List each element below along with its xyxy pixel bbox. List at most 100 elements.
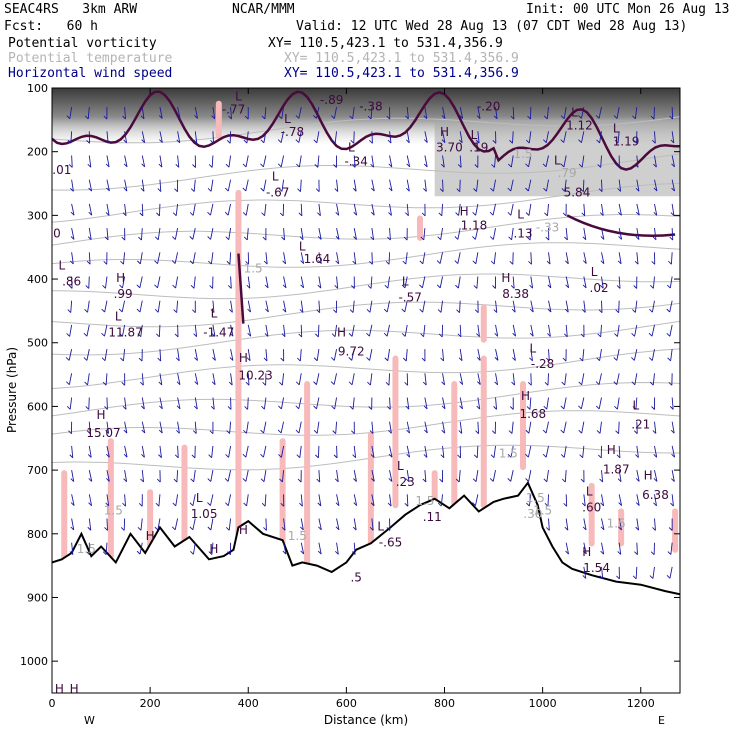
wind-arrow bbox=[583, 203, 586, 216]
wind-arrow bbox=[299, 349, 302, 362]
wind-arrow bbox=[247, 349, 251, 361]
wind-arrow bbox=[157, 252, 161, 264]
wind-arrow bbox=[406, 421, 411, 434]
wind-arrow-head bbox=[406, 163, 410, 168]
field-annotation: 1.18 bbox=[461, 218, 488, 232]
wind-arrow bbox=[492, 203, 496, 216]
wind-arrow bbox=[406, 131, 410, 143]
wind-arrow bbox=[263, 397, 267, 410]
field-annotation: L bbox=[529, 341, 536, 355]
wind-arrow-head bbox=[564, 526, 569, 531]
wind-arrow bbox=[174, 228, 179, 240]
theta-contour bbox=[52, 242, 680, 268]
wind-arrow bbox=[229, 252, 232, 265]
wind-arrow bbox=[141, 445, 145, 458]
wind-arrow-head bbox=[616, 285, 621, 289]
wind-arrow bbox=[282, 470, 285, 483]
wind-arrow-head bbox=[260, 187, 265, 192]
wind-arrow-head bbox=[212, 357, 216, 361]
wind-arrow-head bbox=[260, 478, 265, 483]
wind-arrow-head bbox=[295, 139, 300, 143]
wind-arrow-head bbox=[86, 139, 90, 144]
wind-arrow-head bbox=[439, 188, 444, 192]
wind-arrow-head bbox=[578, 139, 582, 143]
wind-arrow-head bbox=[525, 478, 529, 482]
wind-arrow bbox=[442, 107, 446, 119]
theta-contour bbox=[52, 153, 680, 191]
wind-arrow bbox=[86, 349, 90, 361]
wind-arrow-head bbox=[459, 115, 463, 119]
wind-arrow bbox=[618, 252, 622, 264]
wind-arrow bbox=[459, 421, 463, 434]
wind-arrow bbox=[281, 179, 285, 192]
wind-arrow-head bbox=[388, 453, 393, 458]
wind-arrow bbox=[598, 107, 602, 119]
wind-arrow-head bbox=[264, 284, 269, 289]
wind-arrow-head bbox=[228, 381, 233, 386]
wind-arrow bbox=[477, 421, 480, 434]
wind-arrow bbox=[651, 349, 655, 361]
wind-arrow-head bbox=[614, 139, 619, 144]
wind-arrow-head bbox=[349, 406, 354, 410]
wind-arrow-head bbox=[313, 115, 317, 119]
wind-arrow bbox=[671, 155, 675, 167]
wind-arrow bbox=[389, 155, 393, 167]
wind-arrow-head bbox=[494, 357, 499, 361]
wind-arrow bbox=[651, 300, 655, 313]
wind-arrow-head bbox=[543, 139, 547, 144]
wind-arrow bbox=[424, 470, 427, 483]
wind-arrow-head bbox=[509, 406, 514, 410]
wind-arrow bbox=[636, 494, 640, 506]
theta-contour bbox=[52, 273, 680, 300]
wind-arrow-head bbox=[405, 478, 410, 483]
wind-arrow bbox=[210, 470, 214, 482]
wind-arrow bbox=[283, 276, 287, 288]
wind-arrow bbox=[317, 324, 320, 337]
wind-arrow bbox=[352, 107, 355, 119]
wind-arrow bbox=[317, 445, 320, 458]
wind-arrow-head bbox=[155, 502, 160, 507]
pv-fill-streak bbox=[181, 444, 188, 566]
wind-arrow bbox=[71, 518, 75, 531]
wind-arrow-head bbox=[582, 575, 587, 579]
wind-arrow bbox=[263, 131, 267, 143]
wind-arrow-head bbox=[351, 551, 356, 555]
wind-arrow bbox=[211, 542, 214, 555]
wind-arrow bbox=[87, 107, 90, 120]
wind-arrow bbox=[616, 373, 620, 385]
wind-arrow bbox=[87, 300, 90, 313]
wind-arrow bbox=[580, 107, 585, 119]
wind-arrow-head bbox=[579, 454, 583, 459]
field-annotation: .5 bbox=[350, 571, 361, 585]
wind-arrow bbox=[424, 373, 427, 386]
wind-arrow bbox=[528, 155, 532, 167]
wind-arrow-head bbox=[406, 187, 410, 192]
field-annotation: 9.72 bbox=[338, 344, 365, 358]
wind-arrow-head bbox=[582, 550, 587, 555]
wind-arrow-head bbox=[472, 478, 477, 483]
wind-arrow-head bbox=[70, 502, 75, 506]
wind-arrow-head bbox=[650, 115, 655, 120]
wind-arrow-head bbox=[194, 381, 199, 385]
field-annotation: H bbox=[239, 351, 248, 365]
wind-arrow-head bbox=[158, 163, 163, 168]
wind-arrow bbox=[141, 228, 143, 241]
field-annotation: 1.5 bbox=[415, 494, 434, 508]
wind-arrow-head bbox=[472, 212, 476, 216]
pv-fill-streak bbox=[215, 100, 222, 139]
wind-arrow bbox=[300, 276, 305, 288]
wind-arrow-head bbox=[543, 478, 548, 483]
wind-arrow-head bbox=[472, 260, 477, 265]
wind-arrow bbox=[545, 131, 549, 143]
wind-arrow bbox=[424, 445, 428, 458]
wind-arrow bbox=[494, 155, 496, 168]
wind-arrow bbox=[565, 300, 569, 313]
wind-arrow-head bbox=[154, 236, 159, 241]
wind-arrow bbox=[86, 324, 90, 337]
theta-contour bbox=[52, 214, 680, 246]
wind-arrow bbox=[157, 518, 161, 531]
wind-arrow-head bbox=[423, 163, 428, 168]
wind-arrow-head bbox=[668, 260, 672, 265]
wind-arrow-head bbox=[156, 333, 160, 338]
wind-arrow-head bbox=[158, 381, 163, 386]
